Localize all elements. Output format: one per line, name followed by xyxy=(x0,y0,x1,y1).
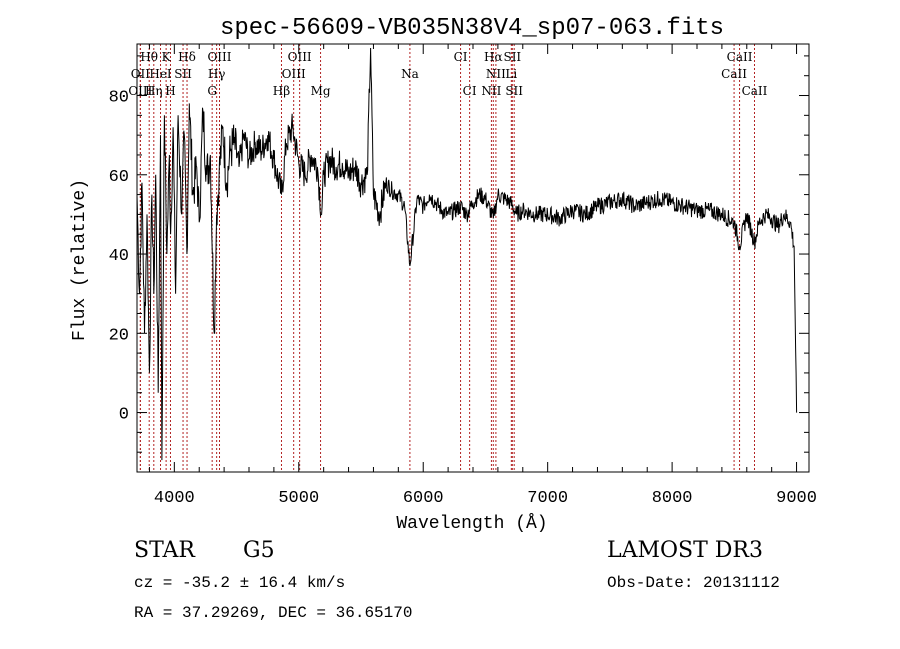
emission-line-label: OIII xyxy=(128,84,152,98)
y-axis-label: Flux (relative) xyxy=(70,179,90,341)
x-axis-label: Wavelength (Å) xyxy=(396,513,547,534)
emission-line-label: CaII xyxy=(727,50,753,64)
emission-line-label: Hγ xyxy=(208,67,226,81)
survey-name: LAMOST DR3 xyxy=(607,538,763,563)
x-tick-label: 8000 xyxy=(652,489,693,508)
observation-date: Obs-Date: 20131112 xyxy=(607,574,780,592)
x-tick-label: 9000 xyxy=(776,489,817,508)
emission-line-label: H xyxy=(165,84,175,98)
emission-line-label: Mg xyxy=(311,84,331,98)
emission-line-label: OIII xyxy=(207,50,231,64)
emission-line-label: SII xyxy=(174,67,192,81)
emission-line-label: NII xyxy=(481,84,501,98)
spectrum-line xyxy=(136,47,798,461)
y-tick-label: 40 xyxy=(109,247,129,266)
y-tick-label: 80 xyxy=(109,89,129,108)
emission-line-markers xyxy=(139,44,755,472)
y-tick-label: 60 xyxy=(109,168,129,187)
x-tick-label: 4000 xyxy=(154,489,195,508)
emission-line-label: HeI xyxy=(149,67,172,81)
emission-line-label: SII xyxy=(505,84,523,98)
coordinates: RA = 37.29269, DEC = 36.65170 xyxy=(134,604,413,622)
emission-line-label: Hη xyxy=(145,84,163,98)
emission-line-label: K xyxy=(162,50,172,64)
object-type: STAR xyxy=(134,538,195,563)
emission-line-label: CaII xyxy=(721,67,747,81)
axis-ticks: 4000 5000 6000 7000 8000 9000 0 20 40 60 80 xyxy=(109,44,817,508)
plot-frame xyxy=(136,43,810,473)
chart-title: spec-56609-VB035N38V4_sp07-063.fits xyxy=(220,15,724,42)
x-tick-label: 7000 xyxy=(527,489,568,508)
emission-line-label: CI xyxy=(454,50,468,64)
x-tick-label: 6000 xyxy=(403,489,444,508)
emission-line-label: Hδ xyxy=(178,50,196,64)
emission-line-label: OII xyxy=(131,67,151,81)
emission-line-label: Hθ xyxy=(140,50,158,64)
emission-line-label: G xyxy=(207,84,217,98)
y-tick-label: 0 xyxy=(119,406,129,425)
emission-line-label: Li xyxy=(505,67,517,81)
emission-line-label: CaII xyxy=(742,84,768,98)
emission-line-label: SII xyxy=(503,50,521,64)
emission-line-label: Hβ xyxy=(273,84,290,98)
subclass: G5 xyxy=(243,538,275,563)
emission-line-label: Hα xyxy=(484,50,503,64)
plot-area xyxy=(136,43,810,473)
redshift-info: cz = -35.2 ± 16.4 km/s xyxy=(134,574,346,592)
emission-line-label: CI xyxy=(463,84,477,98)
x-tick-label: 5000 xyxy=(278,489,319,508)
y-tick-label: 20 xyxy=(109,326,129,345)
emission-line-label: OIII xyxy=(282,67,306,81)
emission-line-label: Na xyxy=(401,67,419,81)
emission-line-label: NII xyxy=(486,67,506,81)
emission-line-label: OIII xyxy=(288,50,312,64)
